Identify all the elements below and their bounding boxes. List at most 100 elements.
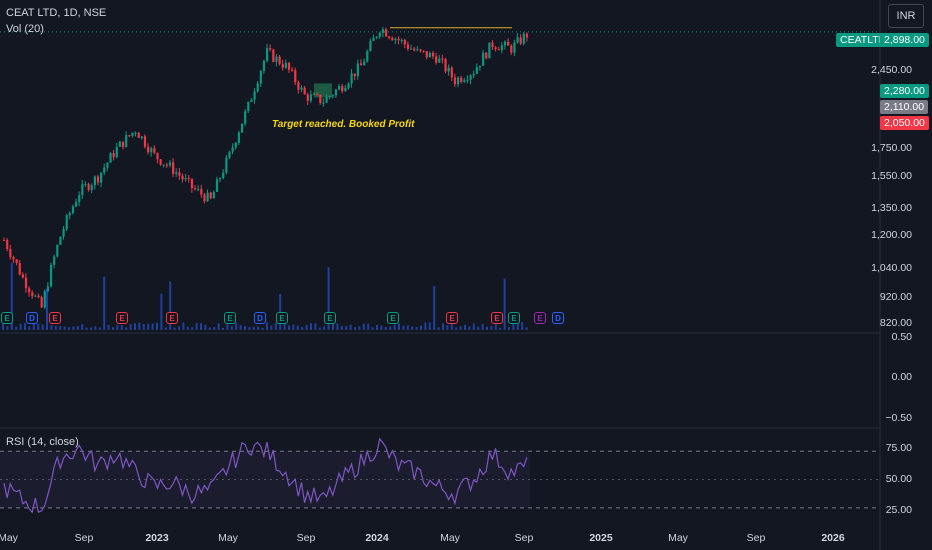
event-marker-E[interactable]: E (276, 312, 288, 324)
candle-body (353, 73, 356, 77)
event-marker-D[interactable]: D (552, 312, 564, 324)
price-tick: 1,750.00 (871, 141, 912, 154)
volume-bar (406, 325, 409, 330)
candle-body (319, 94, 322, 104)
volume-bar (248, 327, 251, 330)
event-marker-D[interactable]: D (254, 312, 266, 324)
symbol-title[interactable]: CEAT LTD, 1D, NSE (6, 7, 107, 19)
candle-body (225, 157, 228, 173)
candle-body (363, 61, 366, 66)
volume-bar (270, 325, 273, 330)
candle-body (475, 67, 478, 74)
candle-body (121, 141, 125, 148)
volume-bar (525, 327, 528, 330)
time-tick: 2025 (589, 532, 613, 544)
oscillator-tick: −0.50 (885, 412, 912, 424)
volume-bar (173, 327, 176, 330)
rsi-tick: 50.00 (885, 473, 912, 485)
volume-bar (433, 285, 436, 330)
event-marker-E[interactable]: E (446, 312, 458, 324)
time-tick: May (440, 532, 460, 544)
candle-body (391, 37, 394, 41)
volume-bar (424, 322, 427, 330)
rsi-label[interactable]: RSI (14, close) (6, 436, 79, 448)
event-marker-E[interactable]: E (534, 312, 546, 324)
time-tick: 2026 (821, 532, 845, 544)
candle-body (31, 292, 34, 297)
candle-body (247, 101, 250, 112)
price-tick: 820.00 (879, 317, 912, 330)
candle-body (266, 48, 269, 61)
candle-body (59, 236, 62, 245)
candle-body (500, 45, 504, 51)
volume-bar (521, 322, 524, 330)
event-marker-E[interactable]: E (166, 312, 178, 324)
volume-bar (305, 324, 308, 330)
volume-bar (169, 281, 172, 330)
candle-body (137, 132, 140, 138)
volume-bar (200, 323, 202, 330)
candle-body (447, 67, 450, 72)
candle-body (87, 184, 90, 190)
event-marker-E[interactable]: E (224, 312, 236, 324)
event-marker-E[interactable]: E (49, 312, 61, 324)
volume-bar (257, 326, 260, 330)
volume-bar (222, 327, 224, 330)
volume-bar (19, 323, 22, 330)
candle-body (131, 132, 134, 136)
candle-body (165, 164, 169, 166)
candle-body (259, 70, 262, 84)
volume-bar (490, 325, 493, 330)
event-marker-E[interactable]: E (116, 312, 128, 324)
candle-body (522, 33, 525, 44)
candle-body (200, 188, 203, 195)
candle-body (472, 73, 475, 76)
event-marker-E[interactable]: E (387, 312, 399, 324)
candle-body (419, 49, 422, 51)
candle-body (187, 178, 190, 180)
candle-body (15, 259, 18, 263)
candle-body (494, 47, 497, 50)
chart-annotation[interactable]: Target reached. Booked Profit (272, 119, 415, 130)
event-marker-E[interactable]: E (324, 312, 336, 324)
volume-bar (94, 326, 97, 330)
candle-body (482, 52, 485, 66)
candle-body (6, 240, 9, 249)
volume-bar (428, 322, 431, 330)
candle-body (469, 75, 472, 80)
volume-bar (142, 324, 145, 330)
event-marker-E[interactable]: E (1, 312, 13, 324)
candle-body (209, 192, 212, 199)
candle-body (109, 153, 112, 163)
candle-body (381, 29, 385, 33)
volume-bar (10, 262, 13, 330)
event-marker-E[interactable]: E (491, 312, 503, 324)
candle-body (256, 83, 259, 92)
candle-body (128, 135, 131, 137)
candle-body (240, 123, 244, 133)
volume-bar (164, 327, 167, 330)
candle-body (366, 51, 369, 62)
time-tick: Sep (74, 532, 94, 544)
volume-label[interactable]: Vol (20) (6, 23, 44, 35)
price-tick: 2,450.00 (871, 63, 912, 76)
volume-bar (81, 323, 84, 330)
candle-body (425, 51, 428, 58)
volume-bar (411, 326, 414, 330)
candle-body (359, 63, 363, 66)
currency-button[interactable]: INR (888, 4, 924, 28)
event-marker-D[interactable]: D (26, 312, 38, 324)
candle-body (450, 67, 453, 78)
candle-body (215, 179, 219, 192)
rsi-tick: 25.00 (885, 504, 912, 516)
candle-body (384, 29, 388, 37)
volume-bar (455, 327, 458, 330)
candle-body (488, 42, 491, 59)
candle-body (497, 49, 500, 51)
volume-bar (68, 327, 70, 330)
candle-body (438, 58, 441, 63)
volume-bar (107, 324, 110, 330)
event-marker-E[interactable]: E (508, 312, 520, 324)
candle-body (96, 176, 100, 183)
